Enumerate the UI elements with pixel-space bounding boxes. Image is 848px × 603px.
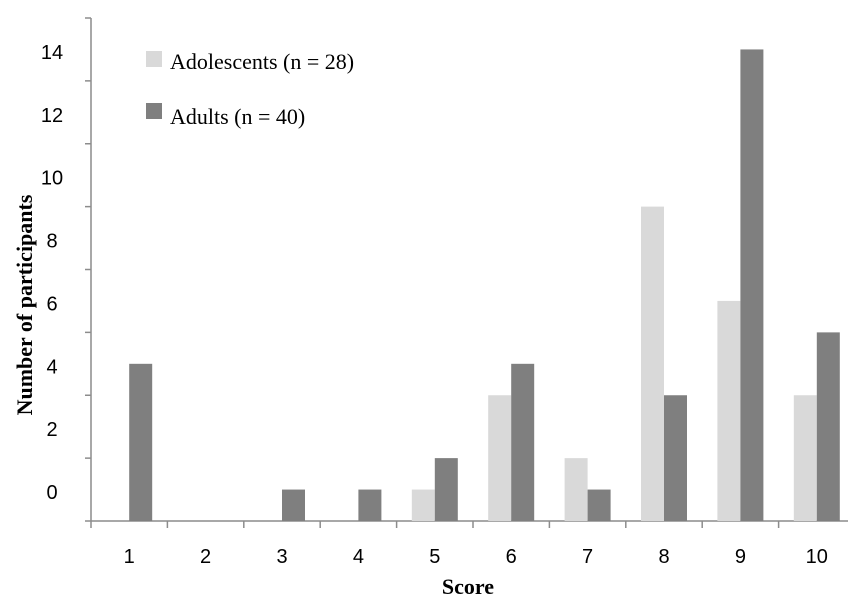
y-tick-label: 14 xyxy=(41,42,63,64)
bar-adolescents-8 xyxy=(641,206,664,521)
bar-adolescents-5 xyxy=(411,489,435,521)
x-tick-labels: 1 2 3 4 5 6 7 8 9 10 xyxy=(124,546,828,568)
x-tick-label: 5 xyxy=(429,546,440,568)
x-tick-label: 7 xyxy=(582,546,593,568)
x-tick-label: 6 xyxy=(506,546,517,568)
x-tick-label: 8 xyxy=(658,546,669,568)
bar-adults-8 xyxy=(664,395,687,521)
legend: Adolescents (n = 28) Adults (n = 40) xyxy=(146,49,354,129)
bar-adults-10 xyxy=(816,332,840,521)
legend-label-adolescents: Adolescents (n = 28) xyxy=(170,49,354,74)
bars xyxy=(129,49,840,521)
bar-adolescents-10 xyxy=(793,395,817,521)
y-tick-label: 4 xyxy=(46,356,57,378)
x-tick-label: 2 xyxy=(200,546,211,568)
bar-adults-6 xyxy=(511,363,535,521)
y-tick-label: 12 xyxy=(41,105,63,127)
x-axis-title: Score xyxy=(442,574,494,599)
legend-swatch-adolescents xyxy=(146,51,162,67)
legend-label-adults: Adults (n = 40) xyxy=(170,104,305,129)
x-tick-label: 10 xyxy=(806,546,828,568)
bar-adults-5 xyxy=(434,458,458,521)
y-tick-labels: 0 2 4 6 8 10 12 14 16 xyxy=(41,0,63,504)
x-tick-label: 3 xyxy=(276,546,287,568)
bar-adolescents-9 xyxy=(717,300,741,521)
bar-adults-9 xyxy=(740,49,764,521)
y-tick-label: 10 xyxy=(41,168,63,190)
y-tick-label: 16 xyxy=(41,0,63,1)
y-axis-title: Number of participants xyxy=(12,194,37,415)
bar-adolescents-6 xyxy=(488,395,512,521)
x-tick-label: 4 xyxy=(353,546,364,568)
legend-swatch-adults xyxy=(146,103,162,119)
bar-adults-4 xyxy=(358,489,382,521)
y-tick-label: 8 xyxy=(46,231,57,253)
y-tick-label: 6 xyxy=(46,293,57,315)
bar-adults-1 xyxy=(129,363,153,521)
x-tick-label: 9 xyxy=(735,546,746,568)
y-tick-label: 2 xyxy=(46,419,57,441)
bar-adults-7 xyxy=(587,489,611,521)
bar-adults-3 xyxy=(282,489,305,521)
y-tick-label: 0 xyxy=(46,482,57,504)
bar-adolescents-7 xyxy=(564,458,588,521)
x-tick-label: 1 xyxy=(124,546,135,568)
